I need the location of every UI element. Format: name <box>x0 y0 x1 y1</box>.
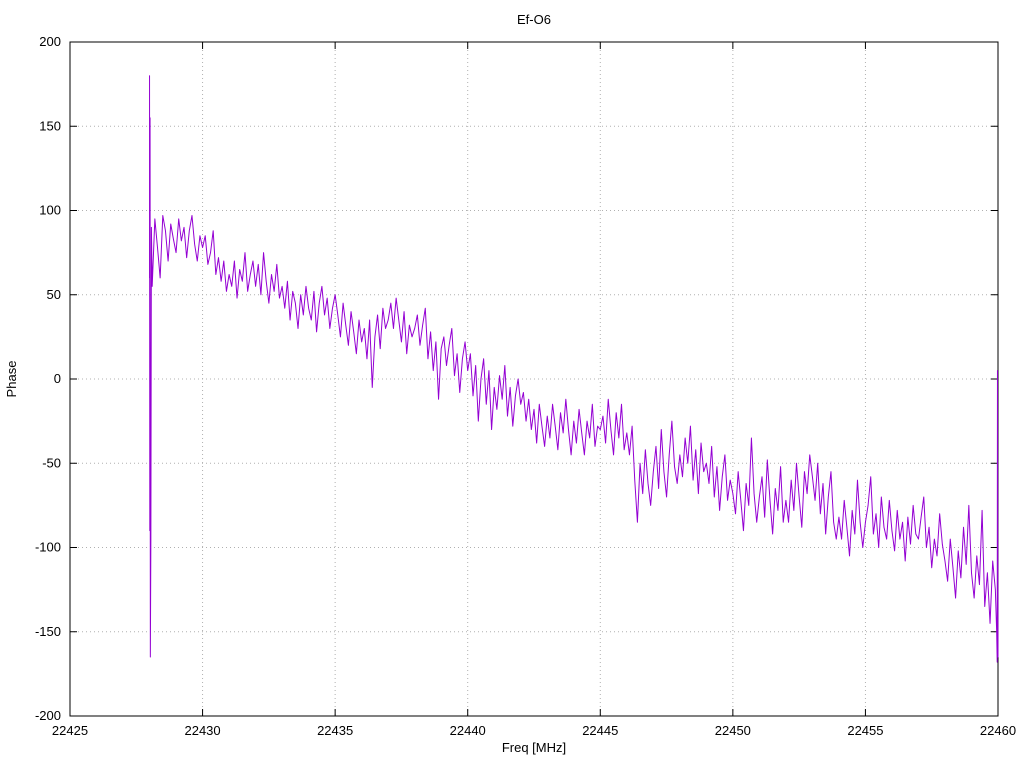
y-tick-labels: -200 -150 -100 -50 0 50 100 150 200 <box>35 34 61 723</box>
plot-border <box>69 41 999 717</box>
x-axis-label: Freq [MHz] <box>502 740 566 755</box>
y-tick-label: 50 <box>47 287 61 302</box>
chart-title: Ef-O6 <box>517 12 551 27</box>
y-tick-label: -100 <box>35 540 61 555</box>
x-tick-label: 22460 <box>980 723 1016 738</box>
y-tick-label: -150 <box>35 624 61 639</box>
y-tick-label: 150 <box>39 118 61 133</box>
x-tick-label: 22455 <box>847 723 883 738</box>
x-tick-label: 22425 <box>52 723 88 738</box>
x-tick-label: 22435 <box>317 723 353 738</box>
axis-labels: Ef-O6 Freq [MHz] Phase <box>4 12 566 755</box>
y-tick-label: -200 <box>35 708 61 723</box>
x-tick-label: 22450 <box>715 723 751 738</box>
x-tick-label: 22445 <box>582 723 618 738</box>
y-tick-label: 200 <box>39 34 61 49</box>
x-tick-label: 22440 <box>450 723 486 738</box>
x-tick-labels: 22425 22430 22435 22440 22445 22450 22455 22460 <box>52 723 1016 738</box>
y-tick-label: 100 <box>39 203 61 218</box>
y-tick-label: 0 <box>54 371 61 386</box>
data-series-line <box>149 75 999 663</box>
x-tick-label: 22430 <box>184 723 220 738</box>
y-tick-label: -50 <box>42 455 61 470</box>
grid-lines <box>69 41 999 717</box>
y-axis-label: Phase <box>4 361 19 398</box>
